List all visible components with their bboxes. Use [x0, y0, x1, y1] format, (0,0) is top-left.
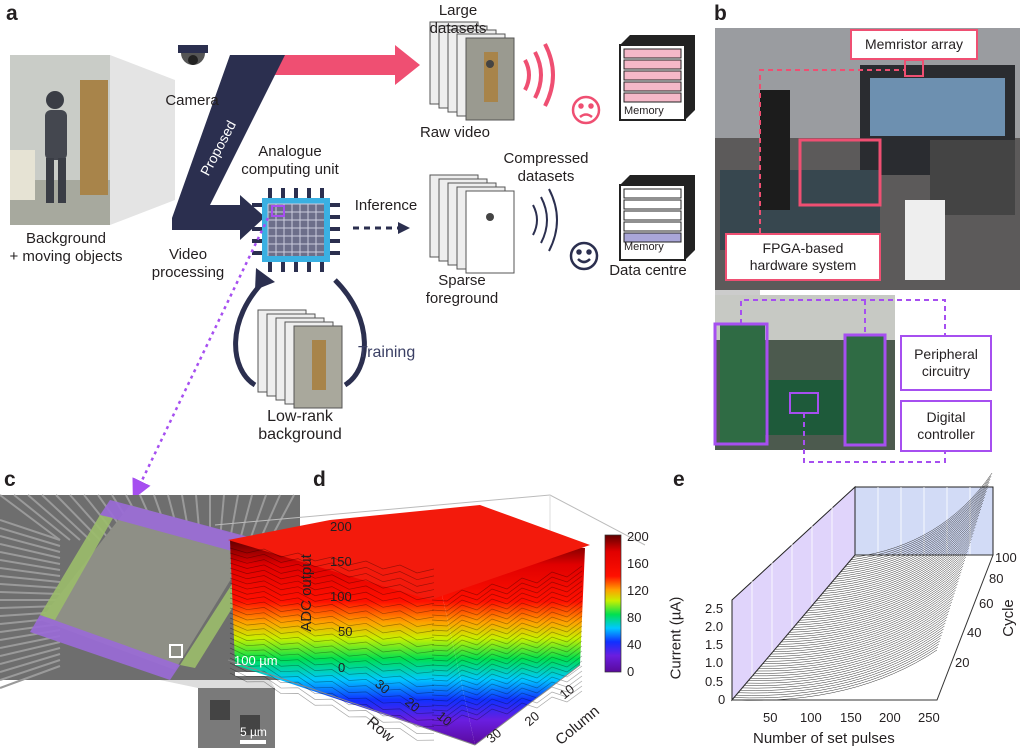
data-centre-label: Data centre — [609, 262, 687, 279]
low-rank-label: Low-rank background — [258, 408, 342, 443]
e-ylabel: Current (µA) — [667, 596, 685, 680]
colorbar — [604, 534, 622, 673]
e-xtick: 50 — [763, 710, 778, 725]
d-ztick: 100 — [330, 589, 352, 604]
compressed-datasets-label: Compressed datasets — [503, 150, 589, 185]
person-icon — [486, 213, 494, 221]
fpga-label: FPGA-based hardware system — [725, 233, 881, 281]
video-processing-label: Video processing — [151, 246, 225, 281]
scale-bar-5um: 5 µm — [240, 725, 267, 739]
signal-waves-icon — [532, 188, 558, 252]
e-ytick: 2.0 — [705, 619, 724, 634]
colorbar-tick: 200 — [627, 529, 649, 544]
e-ztick: 20 — [955, 655, 970, 670]
panel-label-b: b — [714, 2, 727, 25]
colorbar-tick: 0 — [627, 664, 635, 679]
e-ztick: 40 — [967, 625, 982, 640]
sad-face-icon — [571, 95, 601, 125]
d-ztick: 150 — [330, 554, 352, 569]
proposed-arrow — [172, 55, 285, 240]
e-ytick: 1.5 — [705, 637, 724, 652]
e-ytick: 0.5 — [705, 674, 724, 689]
peripheral-circuitry-label: Peripheral circuitry — [900, 335, 992, 391]
e-ytick: 2.5 — [705, 601, 724, 616]
surface-plot-d — [214, 494, 646, 746]
inference-label: Inference — [354, 197, 418, 214]
signal-waves-icon — [523, 43, 555, 107]
analogue-unit-label: Analogue computing unit — [241, 143, 339, 178]
sparse-foreground-label: Sparse foreground — [425, 272, 499, 307]
panel-label-d: d — [313, 468, 326, 491]
happy-face-icon — [569, 241, 599, 271]
e-xlabel: Number of set pulses — [753, 730, 895, 747]
training-loop-arrow — [233, 278, 267, 388]
e-ztick: 80 — [989, 571, 1004, 586]
scale-bar-100um: 100 µm — [234, 653, 278, 668]
e-zlabel: Cycle — [999, 599, 1017, 637]
d-ztick: 0 — [338, 660, 346, 675]
background-scene-image — [10, 55, 175, 225]
memristor-array-label: Memristor array — [850, 29, 978, 60]
line-plot-e — [730, 472, 994, 702]
colorbar-tick: 80 — [627, 610, 642, 625]
e-ztick: 100 — [995, 550, 1017, 565]
camera-label: Camera — [165, 92, 219, 109]
colorbar-tick: 120 — [627, 583, 649, 598]
panel-label-c: c — [4, 468, 16, 491]
panel-label-e: e — [673, 468, 685, 491]
e-xtick: 250 — [918, 710, 940, 725]
d-ztick: 200 — [330, 519, 352, 534]
d-zlabel: ADC output — [297, 554, 315, 632]
colorbar-tick: 160 — [627, 556, 649, 571]
sparse-foreground-stack — [465, 190, 515, 274]
e-xtick: 100 — [800, 710, 822, 725]
camera-icon — [178, 45, 208, 65]
zoom-link-dotted-arrow — [132, 217, 270, 500]
e-ytick: 0 — [718, 692, 726, 707]
chip-icon — [252, 188, 340, 272]
panel-label-a: a — [6, 2, 18, 25]
memory-label-large: Memory — [624, 105, 664, 117]
d-ztick: 50 — [338, 624, 353, 639]
training-label: Training — [358, 344, 416, 361]
e-ytick: 1.0 — [705, 655, 724, 670]
colorbar-tick: 40 — [627, 637, 642, 652]
e-xtick: 200 — [879, 710, 901, 725]
person-icon — [486, 60, 494, 68]
e-xtick: 150 — [840, 710, 862, 725]
surface-top — [228, 505, 590, 600]
e-ztick: 60 — [979, 596, 994, 611]
digital-controller-label: Digital controller — [900, 400, 992, 452]
large-datasets-label: Large datasets — [429, 2, 487, 37]
raw-video-label: Raw video — [419, 124, 491, 141]
background-label: Background + moving objects — [9, 230, 123, 265]
surface-right-face — [430, 540, 585, 745]
memory-label-small: Memory — [624, 241, 664, 253]
